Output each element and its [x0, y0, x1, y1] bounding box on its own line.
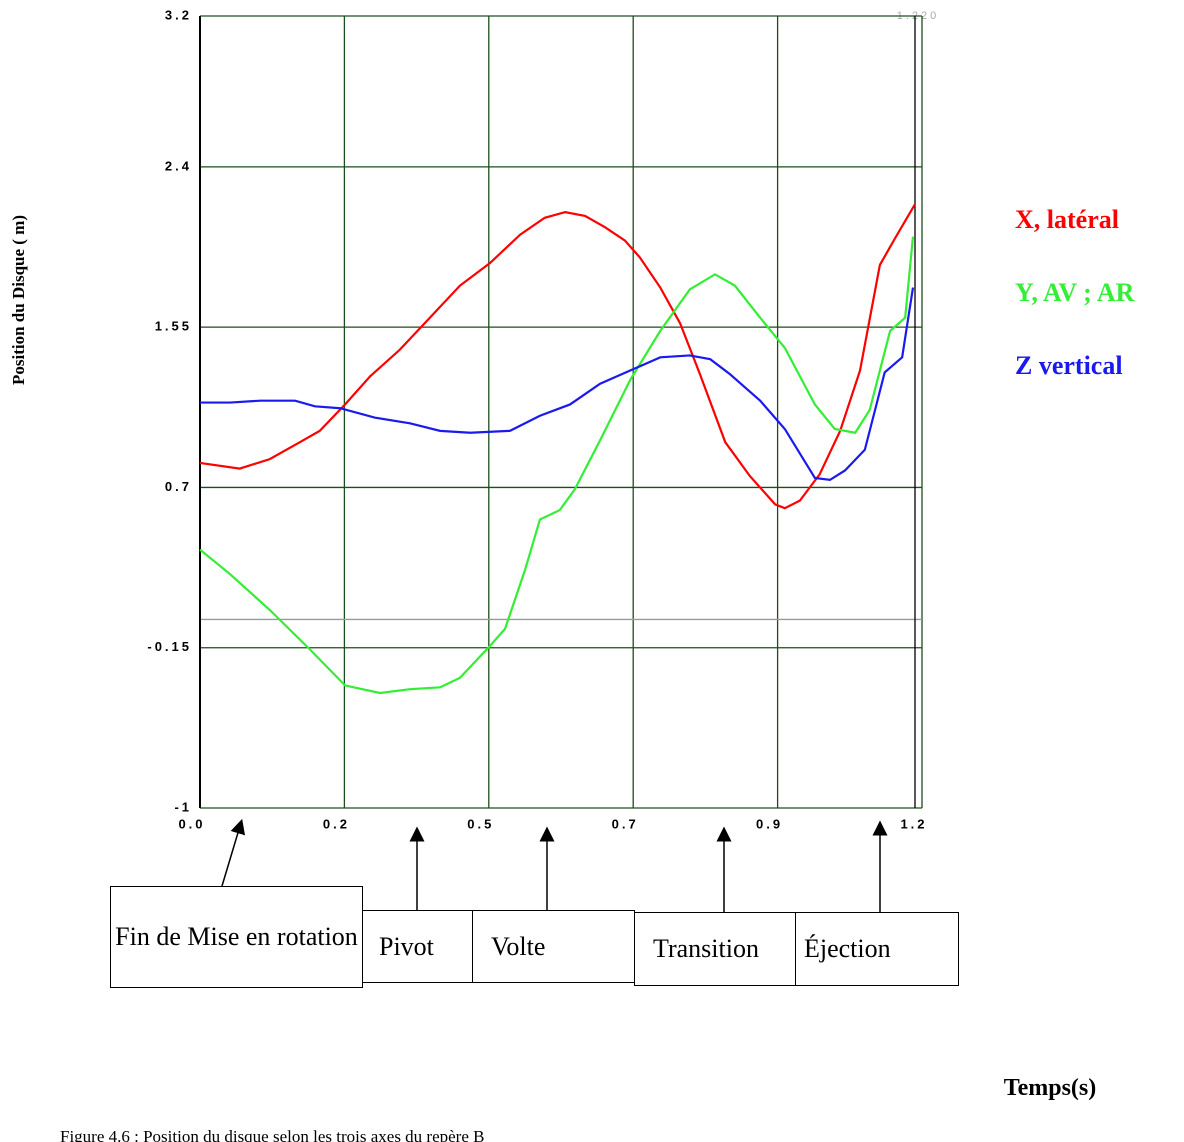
annotation-box: Fin de Mise en rotation	[110, 886, 363, 988]
annotation-box: Volte	[472, 910, 635, 983]
y-tick-label: -1	[174, 799, 192, 814]
y-tick-label: 1.55	[155, 319, 192, 334]
y-axis-label: Position du Disque ( m)	[9, 215, 28, 385]
series-line	[199, 236, 915, 695]
y-tick-label: 2.4	[165, 158, 192, 173]
annotation-box: Transition	[634, 912, 796, 986]
x-tick-label: 0.5	[467, 816, 494, 831]
caption: Figure 4.6 : Position du disque selon le…	[60, 1127, 484, 1142]
x-tick-label: 0.0	[178, 816, 205, 831]
annotation-box: Éjection	[795, 912, 959, 986]
legend-label: X, latéral	[1015, 205, 1119, 234]
y-tick-label: 0.7	[165, 479, 192, 494]
x-tick-label: 0.2	[323, 816, 350, 831]
legend-label: Y, AV ; AR	[1015, 278, 1135, 307]
arrows	[221, 818, 888, 912]
annotation-box: Pivot	[362, 910, 473, 983]
x-tick-label: 0.7	[612, 816, 639, 831]
legend-label: Z vertical	[1015, 351, 1123, 380]
y-tick-label: 3.2	[165, 7, 192, 22]
series-line	[200, 287, 915, 482]
x-tick-label: 1.2	[900, 816, 927, 831]
x-tick-label: 0.9	[756, 816, 783, 831]
series-line	[199, 204, 916, 510]
y-tick-label: -0.15	[147, 639, 192, 654]
x-axis-label: Temps(s)	[1004, 1075, 1096, 1101]
